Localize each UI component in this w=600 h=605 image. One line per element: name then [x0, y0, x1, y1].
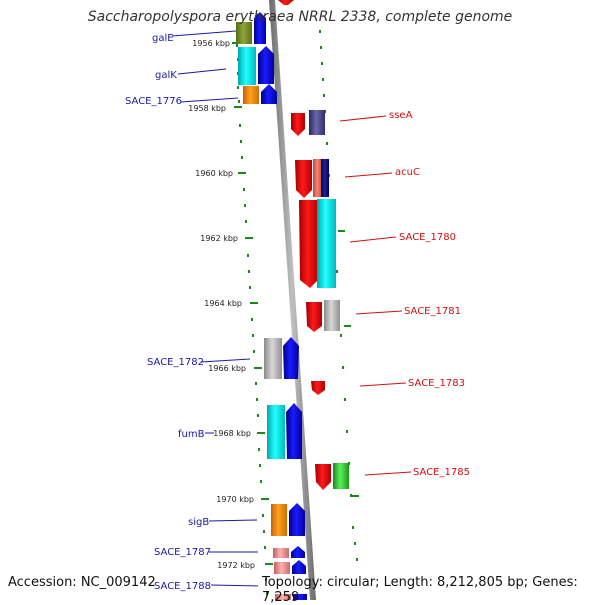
left-scale-dots [236, 32, 268, 595]
gene-feature [283, 337, 299, 379]
scale-label: 1962 kbp [200, 234, 238, 243]
gene-label: SACE_1785 [413, 467, 470, 478]
gene-feature [271, 504, 287, 536]
gene-feature [291, 113, 305, 136]
left-gene-labels: galE galK SACE_1776 SACE_1782 fumB sigB … [125, 33, 211, 592]
gene-label: sigB [188, 517, 209, 528]
gene-feature [321, 159, 329, 197]
gene-feature [274, 562, 290, 574]
gene-label: SACE_1780 [399, 232, 456, 243]
gene-feature [324, 300, 340, 331]
gene-label: galE [152, 33, 174, 44]
gene-feature [275, 594, 291, 600]
scale-label: 1958 kbp [188, 104, 226, 113]
gene-feature [236, 22, 252, 44]
gene-feature [289, 503, 305, 536]
scale-label: 1972 kbp [217, 561, 255, 570]
gene-label: acuC [395, 167, 420, 178]
scale-label: 1964 kbp [204, 299, 242, 308]
gene-feature [315, 464, 331, 490]
left-connectors [171, 30, 259, 587]
scale-label: 1956 kbp [192, 39, 230, 48]
right-gene-labels: sseA acuC SACE_1780 SACE_1781 SACE_1783 … [389, 110, 470, 478]
gene-label: SACE_1788 [154, 581, 211, 592]
left-strand-features [236, 12, 307, 600]
gene-feature [278, 0, 294, 5]
gene-feature [313, 159, 322, 197]
gene-label: galK [155, 70, 177, 81]
gene-feature [292, 560, 306, 574]
scale-label: 1960 kbp [195, 169, 233, 178]
gene-feature [333, 463, 349, 489]
scale-labels: 1956 kbp 1958 kbp 1960 kbp 1962 kbp 1964… [188, 39, 255, 570]
genome-backbone [269, 0, 316, 600]
accession-text: Accession: NC_009142 [8, 575, 156, 590]
gene-feature [267, 405, 285, 459]
gene-feature [243, 86, 259, 104]
gene-label: SACE_1782 [147, 357, 204, 368]
gene-label: sseA [389, 110, 413, 121]
scale-label: 1970 kbp [216, 495, 254, 504]
right-strand-features [278, 0, 349, 490]
gene-feature [286, 403, 302, 459]
scale-label: 1966 kbp [208, 364, 246, 373]
gene-label: fumB [178, 429, 205, 440]
gene-feature [258, 46, 274, 84]
gene-feature [317, 199, 336, 288]
gene-label: SACE_1787 [154, 547, 211, 558]
gene-feature [299, 200, 318, 288]
gene-feature [306, 302, 322, 332]
gene-feature [293, 594, 307, 600]
gene-feature [311, 381, 325, 395]
gene-label: SACE_1781 [404, 306, 461, 317]
map-title: Saccharopolyspora erythraea NRRL 2338, c… [87, 9, 513, 25]
gene-feature [309, 110, 325, 135]
gene-feature [261, 84, 277, 104]
gene-label: SACE_1783 [408, 378, 465, 389]
gene-label: SACE_1776 [125, 96, 182, 107]
gene-feature [238, 47, 256, 85]
gene-feature [295, 160, 312, 198]
right-connectors [339, 115, 412, 476]
genome-summary-text: Topology: circular; Length: 8,212,805 bp… [262, 575, 578, 605]
gene-feature [264, 338, 282, 379]
gene-feature [291, 546, 305, 558]
gene-feature [273, 548, 289, 558]
scale-label: 1968 kbp [213, 429, 251, 438]
gene-feature [254, 12, 266, 44]
